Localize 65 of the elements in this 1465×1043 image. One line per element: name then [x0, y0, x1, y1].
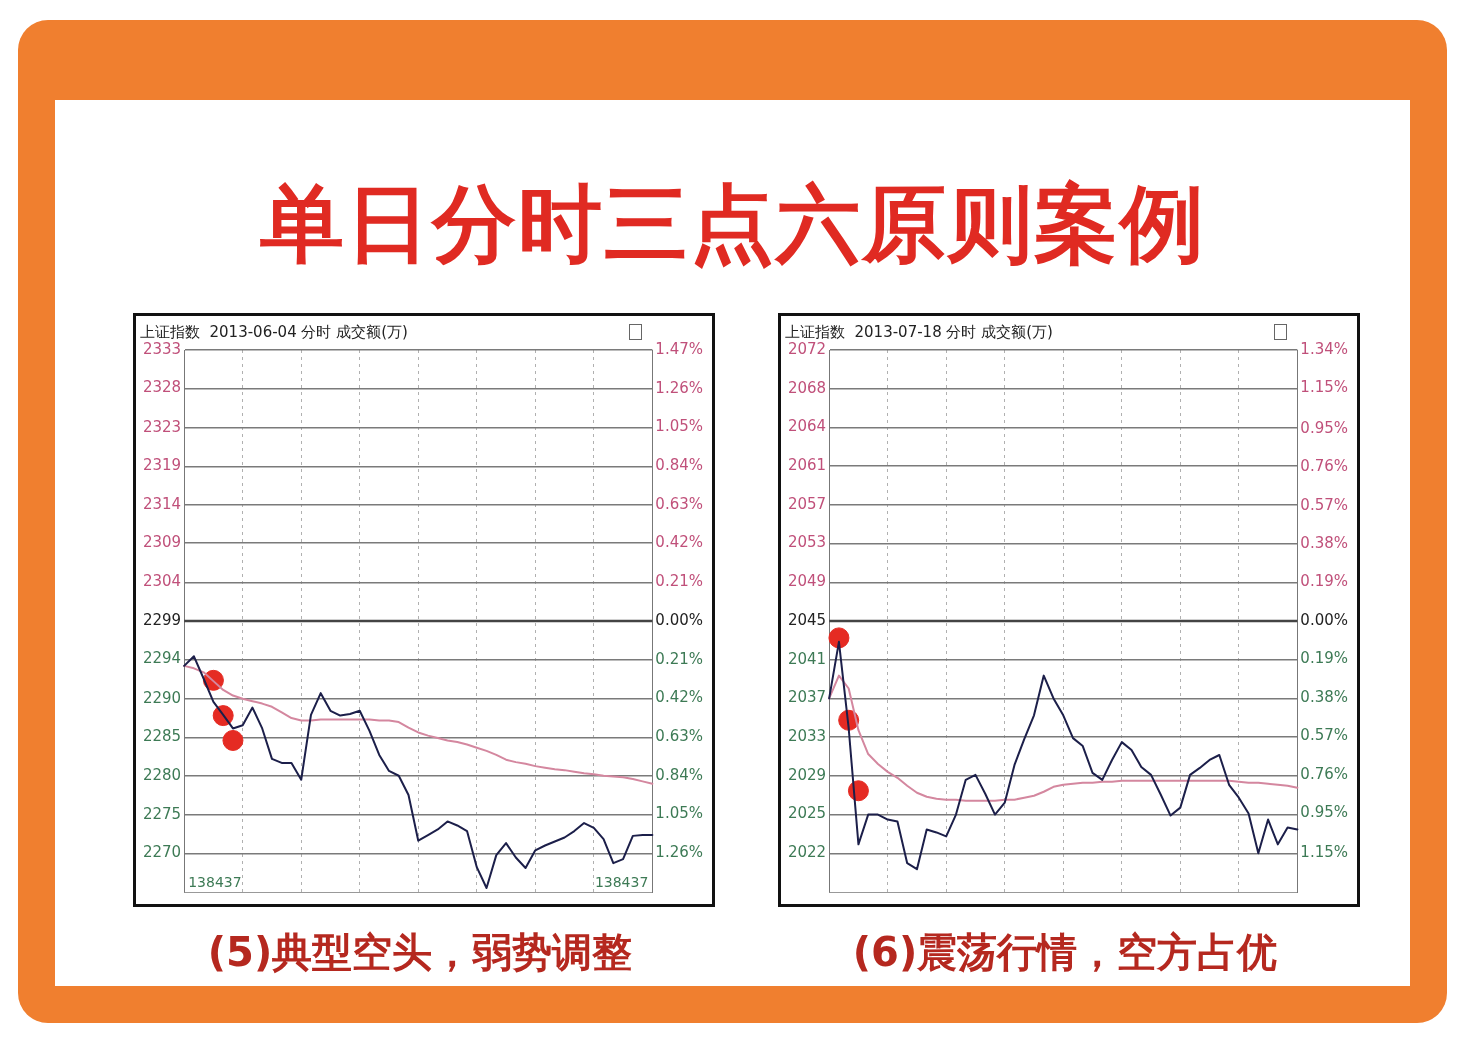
y-tick-label: 2270 — [142, 843, 182, 862]
y2-tick-label: 1.05% — [655, 417, 703, 436]
y2-tick-label: 0.38% — [1300, 534, 1348, 553]
y2-tick-label: 0.63% — [655, 727, 703, 746]
y-tick-label: 2323 — [142, 417, 182, 436]
y2-tick-label: 1.26% — [655, 378, 703, 397]
y-tick-label: 2285 — [142, 727, 182, 746]
y2-tick-label: 0.76% — [1300, 457, 1348, 476]
chart-title: 上证指数 2013-07-18 分时 成交额(万) — [785, 322, 1053, 341]
y2-tick-label: 1.34% — [1300, 339, 1348, 358]
y2-tick-label: 1.47% — [655, 339, 703, 358]
point — [222, 729, 244, 751]
y2-tick-label: 1.15% — [1300, 378, 1348, 397]
y-tick-label: 2319 — [142, 456, 182, 475]
y-tick-label: 2314 — [142, 494, 182, 513]
y-tick-label: 2033 — [787, 727, 827, 746]
y-tick-label: 2309 — [142, 533, 182, 552]
y2-tick-label: 0.57% — [1300, 726, 1348, 745]
y-tick-label: 2053 — [787, 533, 827, 552]
annotation: 138437 — [188, 873, 242, 890]
y-tick-label: 2068 — [787, 378, 827, 397]
y-tick-label: 2290 — [142, 688, 182, 707]
y2-tick-label: 0.63% — [655, 494, 703, 513]
y2-tick-label: 0.19% — [1300, 649, 1348, 668]
y2-tick-label: 0.19% — [1300, 572, 1348, 591]
y-tick-label: 2037 — [787, 688, 827, 707]
y-tick-label: 2061 — [787, 456, 827, 475]
chart-title: 上证指数 2013-06-04 分时 成交额(万) — [140, 322, 408, 341]
y-tick-label: 2022 — [787, 843, 827, 862]
y-tick-label: 2064 — [787, 417, 827, 436]
text: 单日分时三点六原则案例 — [258, 174, 1207, 275]
y-tick-label: 2304 — [142, 572, 182, 591]
y2-tick-label: 1.05% — [655, 804, 703, 823]
y-tick-label: 2275 — [142, 804, 182, 823]
y2-tick-label: 0.21% — [655, 649, 703, 668]
y-tick-label: 2333 — [142, 339, 182, 358]
y2-tick-label: 1.26% — [655, 843, 703, 862]
y2-tick-label: 0.00% — [1300, 610, 1348, 629]
y2-tick-label: 1.15% — [1300, 843, 1348, 862]
y-tick-label: 2072 — [787, 339, 827, 358]
y-tick-label: 2294 — [142, 649, 182, 668]
y-tick-label: 2041 — [787, 649, 827, 668]
point — [828, 627, 850, 649]
text: (5)典型空头，弱势调整 — [206, 928, 634, 977]
y2-tick-label: 0.57% — [1300, 495, 1348, 514]
text: 138437 — [594, 873, 649, 890]
y-tick-label: 2328 — [142, 378, 182, 397]
y-tick-label: 2025 — [787, 804, 827, 823]
y2-tick-label: 0.84% — [655, 456, 703, 475]
y-tick-label: 2057 — [787, 494, 827, 513]
y2-tick-label: 0.00% — [655, 610, 703, 629]
y2-tick-label: 0.95% — [1300, 418, 1348, 437]
y2-tick-label: 0.42% — [655, 533, 703, 552]
y2-tick-label: 0.95% — [1300, 803, 1348, 822]
y2-tick-label: 0.76% — [1300, 764, 1348, 783]
text: (6)震荡行情，空方占优 — [851, 928, 1279, 977]
y-tick-label: 2029 — [787, 765, 827, 784]
y-tick-label: 2299 — [142, 610, 182, 629]
y-tick-label: 2045 — [787, 610, 827, 629]
y2-tick-label: 0.21% — [655, 572, 703, 591]
y2-tick-label: 0.84% — [655, 765, 703, 784]
y2-tick-label: 0.42% — [655, 688, 703, 707]
y-tick-label: 2280 — [142, 765, 182, 784]
y-tick-label: 2049 — [787, 572, 827, 591]
y2-tick-label: 0.38% — [1300, 687, 1348, 706]
